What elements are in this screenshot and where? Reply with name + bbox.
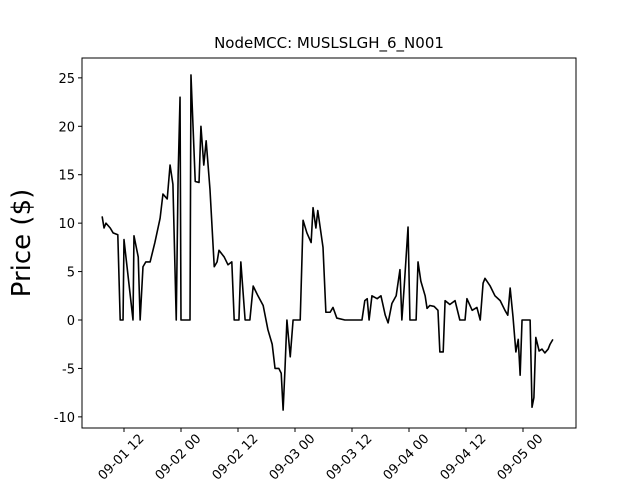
x-tick-label: 09-04 00 xyxy=(381,432,433,480)
y-tick-label: 10 xyxy=(58,217,75,232)
x-tick-label: 09-04 12 xyxy=(438,432,490,480)
price-line xyxy=(101,74,554,411)
chart-title: NodeMCC: MUSLSLGH_6_N001 xyxy=(214,34,444,53)
y-tick-label: -10 xyxy=(54,411,75,426)
x-tick-label: 09-02 00 xyxy=(153,432,205,480)
x-tick-label: 09-03 00 xyxy=(267,432,319,480)
y-tick-label: 0 xyxy=(67,314,75,329)
x-tick-label: 09-02 12 xyxy=(210,432,262,480)
y-tick-label: 20 xyxy=(58,120,75,135)
y-tick-label: 15 xyxy=(58,169,75,184)
y-tick-label: -5 xyxy=(62,362,75,377)
x-tick-label: 09-05 00 xyxy=(495,432,547,480)
y-tick-label: 5 xyxy=(67,266,75,281)
y-axis-label: Price ($) xyxy=(7,189,37,298)
x-tick-label: 09-01 12 xyxy=(96,432,148,480)
x-tick-label: 09-03 12 xyxy=(324,432,376,480)
y-tick-label: 25 xyxy=(58,72,75,87)
plot-frame xyxy=(81,57,577,429)
